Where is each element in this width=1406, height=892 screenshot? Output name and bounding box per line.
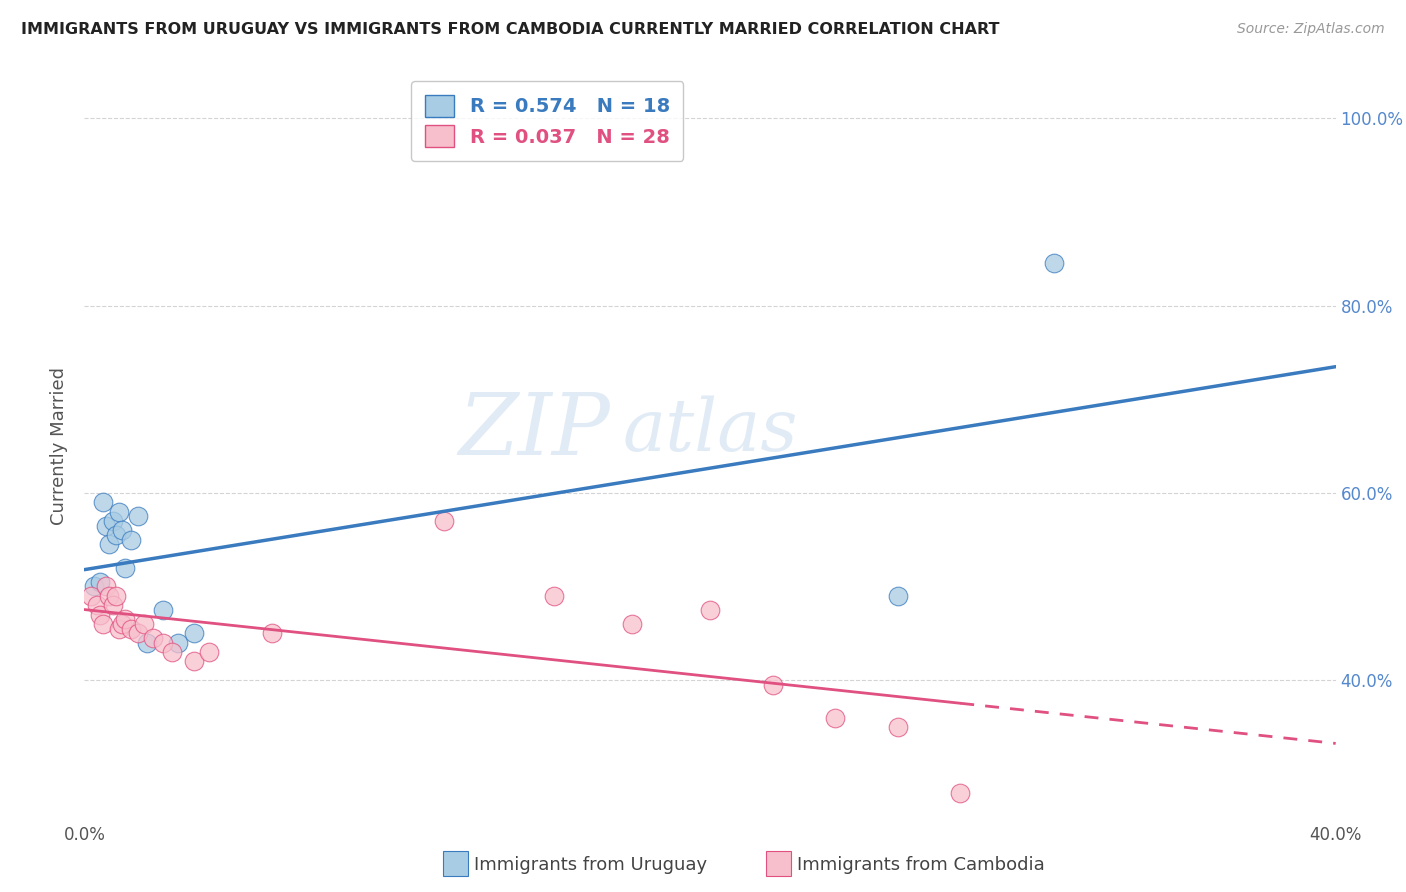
Point	[101, 599, 124, 613]
Point	[699, 603, 721, 617]
Text: ZIP: ZIP	[458, 390, 610, 473]
Point	[262, 626, 284, 640]
Point	[127, 509, 149, 524]
Point	[114, 612, 136, 626]
Point	[79, 589, 101, 603]
Point	[127, 626, 149, 640]
Point	[91, 495, 114, 509]
Point	[107, 505, 129, 519]
Point	[433, 514, 456, 528]
Point	[104, 589, 127, 603]
Point	[91, 617, 114, 632]
Point	[543, 589, 565, 603]
Point	[111, 523, 134, 537]
Point	[111, 617, 134, 632]
Point	[96, 518, 118, 533]
Point	[167, 635, 190, 649]
Y-axis label: Currently Married: Currently Married	[51, 367, 69, 525]
Point	[98, 589, 121, 603]
Point	[887, 720, 910, 734]
Point	[824, 711, 846, 725]
Point	[136, 635, 159, 649]
Point	[160, 645, 183, 659]
Point	[89, 607, 111, 622]
Point	[198, 645, 221, 659]
Text: Source: ZipAtlas.com: Source: ZipAtlas.com	[1237, 22, 1385, 37]
Point	[1043, 256, 1066, 270]
Point	[104, 528, 127, 542]
Text: Immigrants from Cambodia: Immigrants from Cambodia	[797, 856, 1045, 874]
Point	[152, 635, 174, 649]
Point	[114, 561, 136, 575]
Point	[620, 617, 643, 632]
Point	[120, 533, 142, 547]
Text: IMMIGRANTS FROM URUGUAY VS IMMIGRANTS FROM CAMBODIA CURRENTLY MARRIED CORRELATIO: IMMIGRANTS FROM URUGUAY VS IMMIGRANTS FR…	[21, 22, 1000, 37]
Point	[120, 622, 142, 636]
Point	[949, 786, 972, 800]
Text: atlas: atlas	[623, 396, 799, 467]
Point	[101, 514, 124, 528]
Point	[83, 580, 105, 594]
Legend: R = 0.574   N = 18, R = 0.037   N = 28: R = 0.574 N = 18, R = 0.037 N = 28	[412, 81, 683, 161]
Point	[183, 655, 205, 669]
Point	[86, 599, 108, 613]
Point	[142, 631, 165, 645]
Point	[98, 537, 121, 551]
Point	[152, 603, 174, 617]
Point	[107, 622, 129, 636]
Point	[132, 617, 155, 632]
Point	[183, 626, 205, 640]
Point	[96, 580, 118, 594]
Text: Immigrants from Uruguay: Immigrants from Uruguay	[474, 856, 707, 874]
Point	[89, 574, 111, 589]
Point	[762, 678, 785, 692]
Point	[887, 589, 910, 603]
